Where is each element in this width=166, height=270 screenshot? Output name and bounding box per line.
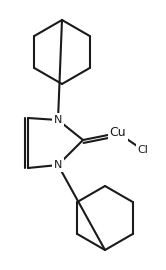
Text: Cu: Cu (110, 127, 126, 140)
Text: Cl: Cl (138, 145, 148, 155)
Text: N: N (54, 160, 62, 170)
Text: N: N (54, 115, 62, 125)
